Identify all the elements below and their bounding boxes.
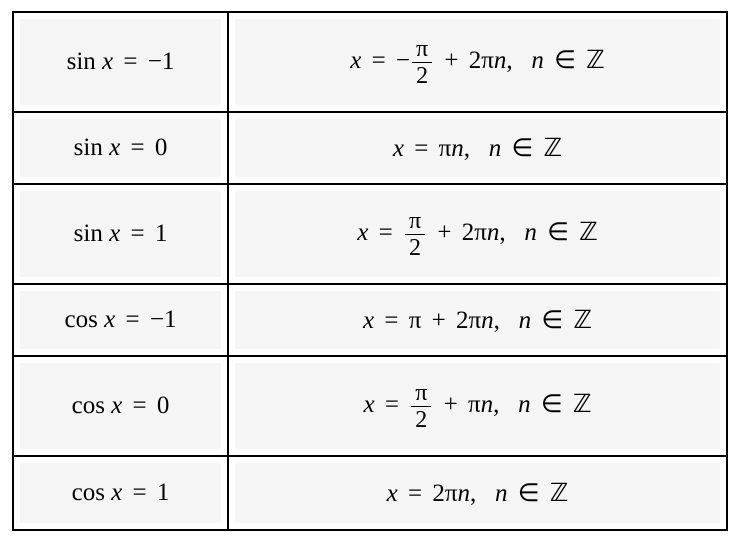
solution-cell: x = π2 + πn, n ∈ ℤ	[229, 357, 726, 455]
solution-box: x = −π2 + 2πn, n ∈ ℤ	[235, 19, 720, 105]
solution-cell: x = −π2 + 2πn, n ∈ ℤ	[229, 13, 726, 111]
equation-box: sin x = −1	[20, 19, 221, 105]
solution-cell: x = π2 + 2πn, n ∈ ℤ	[229, 185, 726, 283]
equation-cell: sin x = 0	[14, 113, 229, 183]
equation-box: sin x = 0	[20, 119, 221, 177]
table-row: cos x = −1 x = π + 2πn, n ∈ ℤ	[14, 285, 726, 357]
solution-box: x = π2 + 2πn, n ∈ ℤ	[235, 191, 720, 277]
solution-box: x = π + 2πn, n ∈ ℤ	[235, 291, 720, 349]
equation-cell: cos x = 1	[14, 457, 229, 529]
solution-box: x = 2πn, n ∈ ℤ	[235, 463, 720, 523]
equation-cell: sin x = 1	[14, 185, 229, 283]
solution-cell: x = π + 2πn, n ∈ ℤ	[229, 285, 726, 355]
table-row: cos x = 0 x = π2 + πn, n ∈ ℤ	[14, 357, 726, 457]
trig-identity-table: sin x = −1 x = −π2 + 2πn, n ∈ ℤ	[12, 11, 728, 531]
solution-cell: x = 2πn, n ∈ ℤ	[229, 457, 726, 529]
solution-cell: x = πn, n ∈ ℤ	[229, 113, 726, 183]
table-row: sin x = 1 x = π2 + 2πn, n ∈ ℤ	[14, 185, 726, 285]
equation-cell: sin x = −1	[14, 13, 229, 111]
equation-box: cos x = 1	[20, 463, 221, 523]
equation-box: cos x = 0	[20, 363, 221, 449]
equation-cell: cos x = 0	[14, 357, 229, 455]
equation-box: cos x = −1	[20, 291, 221, 349]
equation-box: sin x = 1	[20, 191, 221, 277]
table-row: sin x = −1 x = −π2 + 2πn, n ∈ ℤ	[14, 13, 726, 113]
table-row: sin x = 0 x = πn, n ∈ ℤ	[14, 113, 726, 185]
equation-cell: cos x = −1	[14, 285, 229, 355]
solution-box: x = πn, n ∈ ℤ	[235, 119, 720, 177]
table-row: cos x = 1 x = 2πn, n ∈ ℤ	[14, 457, 726, 529]
solution-box: x = π2 + πn, n ∈ ℤ	[235, 363, 720, 449]
